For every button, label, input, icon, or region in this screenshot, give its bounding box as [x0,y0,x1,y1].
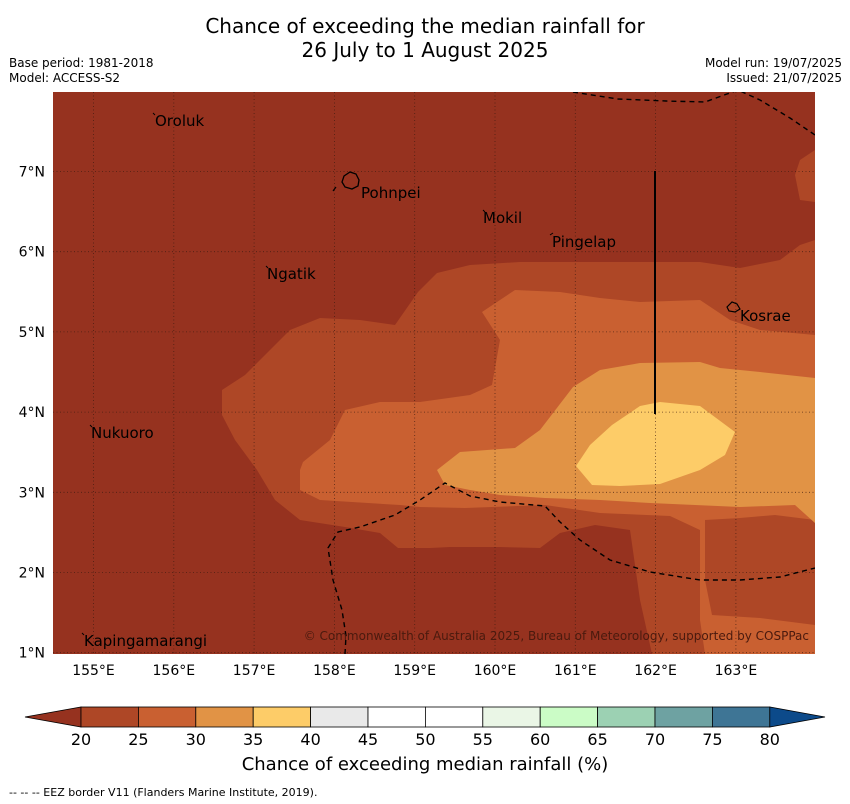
band-25-patch-northeast [795,150,815,202]
colorbar-label: 60 [530,730,551,749]
eez-border-lines [327,92,815,654]
colorbar-label: 45 [357,730,379,749]
colorbar-swatch [712,706,771,728]
y-tick-label: 3°N [19,485,45,501]
colorbar-swatch [195,706,254,728]
x-tick-label: 158°E [313,663,356,679]
place-label-pohnpei: Pohnpei [361,184,421,202]
y-tick-label: 5°N [19,325,45,341]
place-label-mokil: Mokil [483,209,522,227]
colorbar-swatch [252,706,311,728]
colorbar-swatch [137,706,197,728]
x-tick-label: 156°E [153,663,196,679]
colorbar-label: 65 [587,730,608,749]
band-40-region [576,402,735,486]
colorbar-under-arrow [24,706,82,728]
colorbar-swatch [539,706,599,728]
copyright-text: © Commonwealth of Australia 2025, Bureau… [304,629,809,643]
y-tick-label: 4°N [19,405,45,421]
base-period-text: Base period: 1981-2018 [9,56,154,70]
colorbar-swatch [597,706,656,728]
y-tick-label: 1°N [19,646,45,662]
colorbar-swatch [654,706,713,728]
x-tick-label: 161°E [554,663,597,679]
place-label-ngatik: Ngatik [267,265,316,283]
colorbar-label: 25 [128,730,149,749]
y-tick-label: 7°N [19,165,45,181]
issued-text: Issued: 21/07/2025 [726,71,842,85]
chart-title-line-2: 26 July to 1 August 2025 [301,38,549,62]
colorbar-swatch [310,706,369,728]
colorbar-swatch [482,706,541,728]
x-tick-label: 157°E [233,663,276,679]
pohnpei-reef-mark [332,186,337,192]
colorbar-label: 70 [644,730,666,749]
x-tick-label: 159°E [393,663,436,679]
chart-title-line-1: Chance of exceeding the median rainfall … [205,14,645,38]
colorbar-label: 30 [185,730,206,749]
x-tick-label: 163°E [715,663,758,679]
colorbar [24,706,826,728]
colorbar-label: 20 [70,730,92,749]
eez-footnote: -- -- -- EEZ border V11 (Flanders Marine… [9,786,318,799]
colorbar-label: 55 [472,730,493,749]
colorbar-swatch [367,706,426,728]
colorbar-title: Chance of exceeding median rainfall (%) [241,754,609,775]
place-label-kapingamarangi: Kapingamarangi [84,632,207,650]
colorbar-label: 35 [243,730,264,749]
kosrae-island-outline [726,301,741,313]
x-tick-label: 162°E [634,663,677,679]
y-axis-ticks: 7°N 6°N 5°N 4°N 3°N 2°N 1°N [19,165,45,662]
y-tick-label: 6°N [19,245,45,261]
colorbar-over-arrow [769,706,826,728]
model-text: Model: ACCESS-S2 [9,71,121,85]
x-tick-label: 155°E [72,663,115,679]
place-label-pingelap: Pingelap [552,233,616,251]
x-tick-label: 160°E [474,663,517,679]
pohnpei-island-outline [341,171,360,190]
y-tick-label: 2°N [19,566,45,582]
map-plot-area: Oroluk Pohnpei Mokil Pingelap Ngatik Kos… [53,92,815,654]
place-label-nukuoro: Nukuoro [91,424,154,442]
colorbar-label: 75 [702,730,723,749]
island-markers [81,112,554,636]
place-label-oroluk: Oroluk [155,112,204,130]
model-run-text: Model run: 19/07/2025 [704,56,842,70]
colorbar-swatch [80,706,139,728]
colorbar-swatch [424,706,484,728]
x-axis-ticks: 155°E 156°E 157°E 158°E 159°E 160°E 161°E 162°E… [72,663,757,679]
colorbar-label: 50 [415,730,436,749]
place-label-kosrae: Kosrae [740,307,791,325]
colorbar-label: 40 [300,730,321,749]
colorbar-label: 80 [759,730,780,749]
